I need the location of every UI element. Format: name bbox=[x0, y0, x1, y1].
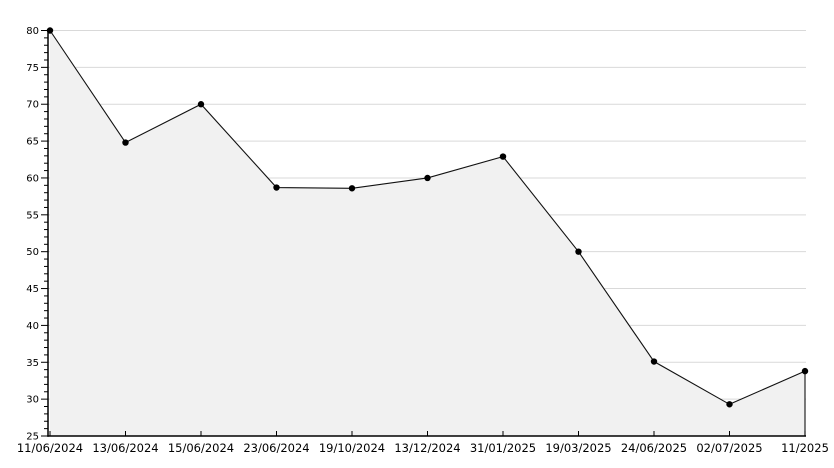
data-point-marker bbox=[801, 367, 809, 375]
y-tick-label: 35 bbox=[26, 358, 39, 369]
data-point-marker bbox=[424, 174, 431, 182]
y-tick-label: 80 bbox=[26, 26, 39, 37]
x-tick-label: 11/06/2024 bbox=[17, 441, 83, 455]
y-tick-label: 75 bbox=[26, 63, 39, 74]
y-ticks bbox=[41, 30, 48, 437]
data-point-marker bbox=[499, 153, 507, 160]
y-tick-labels: 25 30 35 40 45 50 55 60 65 70 75 80 bbox=[26, 26, 39, 443]
y-tick-label: 70 bbox=[26, 100, 39, 111]
y-tick-label: 45 bbox=[26, 284, 39, 295]
x-tick-label: 13/12/2024 bbox=[394, 441, 460, 455]
x-tick-label: 31/01/2025 bbox=[470, 441, 536, 455]
y-tick-label: 25 bbox=[26, 432, 39, 443]
data-point-marker bbox=[650, 358, 658, 365]
y-tick-label: 40 bbox=[26, 321, 39, 332]
x-tick-label: 24/06/2025 bbox=[621, 441, 687, 455]
x-tick-label: 13/06/2024 bbox=[92, 441, 158, 455]
y-tick-label: 50 bbox=[26, 247, 39, 258]
y-tick-label: 55 bbox=[26, 210, 39, 221]
y-tick-label: 60 bbox=[26, 173, 39, 184]
x-tick-label: 02/07/2025 bbox=[696, 441, 762, 455]
x-tick-labels: 11/06/2024 13/06/2024 15/06/2024 23/06/2024… bbox=[17, 441, 829, 455]
data-point-marker bbox=[348, 185, 356, 192]
x-tick-label: 19/03/2025 bbox=[545, 441, 611, 455]
x-tick-label: 11/2025 bbox=[781, 441, 829, 455]
x-tick-label: 19/10/2024 bbox=[319, 441, 385, 455]
data-markers bbox=[46, 27, 809, 408]
y-tick-label: 30 bbox=[26, 395, 39, 406]
data-point-marker bbox=[197, 101, 205, 108]
x-ticks bbox=[49, 431, 806, 436]
data-point-marker bbox=[273, 184, 280, 191]
x-tick-label: 23/06/2024 bbox=[243, 441, 309, 455]
data-point-marker bbox=[122, 139, 129, 146]
y-tick-label: 65 bbox=[26, 137, 39, 148]
x-tick-label: 15/06/2024 bbox=[168, 441, 234, 455]
data-point-marker bbox=[575, 248, 582, 255]
data-point-marker bbox=[726, 401, 733, 408]
area-fill bbox=[50, 30, 805, 436]
